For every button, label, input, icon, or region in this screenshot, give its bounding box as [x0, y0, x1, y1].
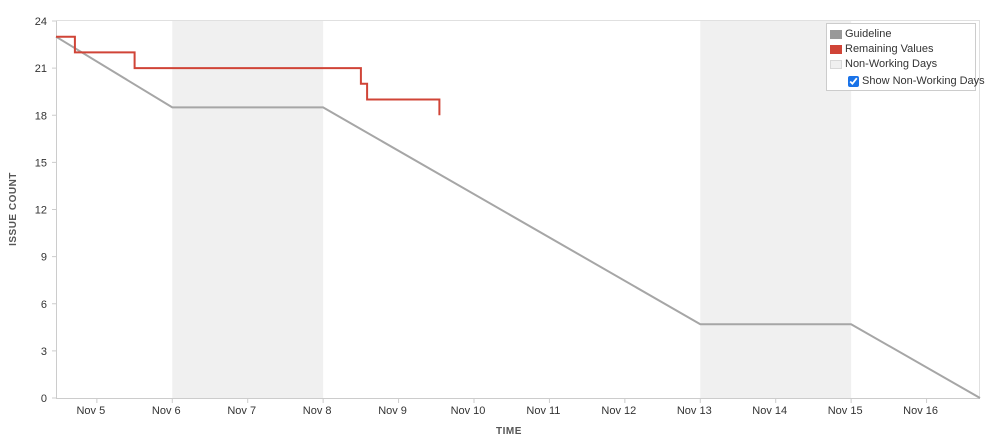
- show-non-working-days-checkbox[interactable]: [848, 75, 859, 87]
- x-tick-label-4: Nov 9: [378, 405, 407, 417]
- non-working-days-layer: [172, 21, 852, 398]
- non-working-band-2: [700, 21, 852, 398]
- legend-item-guideline[interactable]: Guideline: [830, 27, 891, 41]
- legend-label-remaining-values: Remaining Values: [845, 43, 934, 55]
- y-tick-label-0: 0: [41, 393, 47, 405]
- y-tick-label-2: 6: [41, 299, 47, 311]
- x-tick-label-8: Nov 13: [677, 405, 712, 417]
- x-axis-title: TIME: [496, 426, 522, 437]
- y-tick-label-4: 12: [35, 205, 47, 217]
- x-tick-label-2: Nov 7: [227, 405, 256, 417]
- remaining-values-swatch-icon: [830, 44, 842, 54]
- x-tick-label-11: Nov 16: [903, 405, 938, 417]
- legend-item-non-working-days[interactable]: Non-Working Days: [830, 57, 937, 71]
- x-tick-label-5: Nov 10: [451, 405, 486, 417]
- x-tick-label-3: Nov 8: [303, 405, 332, 417]
- x-tick-label-10: Nov 15: [828, 405, 863, 417]
- y-tick-label-7: 21: [35, 63, 47, 75]
- remaining-values-line: [56, 35, 441, 116]
- y-tick-label-3: 9: [41, 252, 47, 264]
- y-axis-ticks: 0 3 6 9 12 15 18 21 24: [35, 16, 56, 405]
- legend-label-non-working-days: Non-Working Days: [845, 58, 938, 70]
- x-tick-label-9: Nov 14: [752, 405, 787, 417]
- guideline-line: [55, 35, 981, 399]
- x-tick-label-0: Nov 5: [76, 405, 105, 417]
- y-tick-label-6: 18: [35, 110, 47, 122]
- chart-legend: Guideline Remaining Values Non-Working D…: [826, 23, 985, 91]
- x-tick-label-7: Nov 12: [601, 405, 636, 417]
- legend-item-remaining-values[interactable]: Remaining Values: [830, 42, 933, 56]
- x-tick-label-6: Nov 11: [526, 405, 560, 417]
- x-tick-label-1: Nov 6: [152, 405, 181, 417]
- y-tick-label-1: 3: [41, 346, 47, 358]
- y-tick-label-8: 24: [35, 16, 47, 28]
- show-non-working-days-label: Show Non-Working Days: [862, 75, 985, 87]
- non-working-days-swatch-icon: [830, 59, 842, 69]
- show-non-working-days-toggle[interactable]: Show Non-Working Days: [848, 74, 985, 88]
- y-axis-title: ISSUE COUNT: [8, 172, 19, 246]
- guideline-swatch-icon: [830, 29, 842, 39]
- x-axis-ticks: Nov 5 Nov 6 Nov 7 Nov 8 Nov 9 Nov 10 Nov 11 Nov…: [76, 398, 938, 417]
- series-layer: [55, 35, 981, 399]
- y-tick-label-5: 15: [35, 157, 47, 169]
- axes: [56, 20, 980, 399]
- legend-label-guideline: Guideline: [845, 28, 892, 40]
- non-working-band-1: [172, 21, 324, 398]
